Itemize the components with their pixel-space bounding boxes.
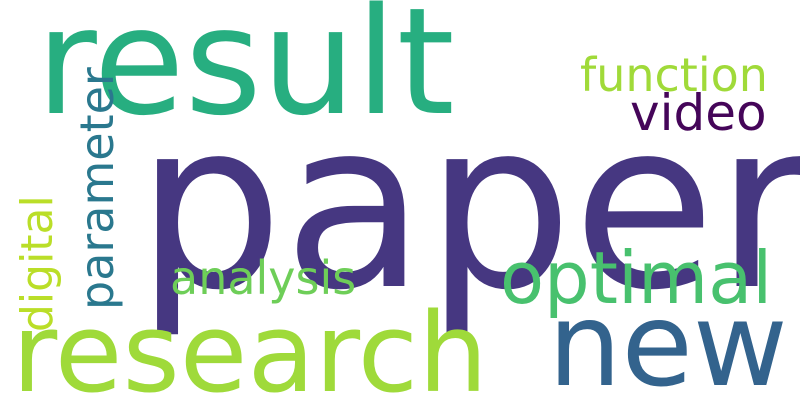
word-result: result <box>36 0 455 148</box>
word-research: research <box>12 289 488 400</box>
word-video: video <box>630 84 767 142</box>
word-parameter: parameter <box>70 67 124 310</box>
word-digital: digital <box>12 195 63 332</box>
word-paper: paper <box>136 71 800 341</box>
word-function: function <box>580 48 768 102</box>
word-new: new <box>548 278 788 400</box>
word-analysis: analysis <box>170 251 357 305</box>
word-optimal: optimal <box>500 236 773 320</box>
